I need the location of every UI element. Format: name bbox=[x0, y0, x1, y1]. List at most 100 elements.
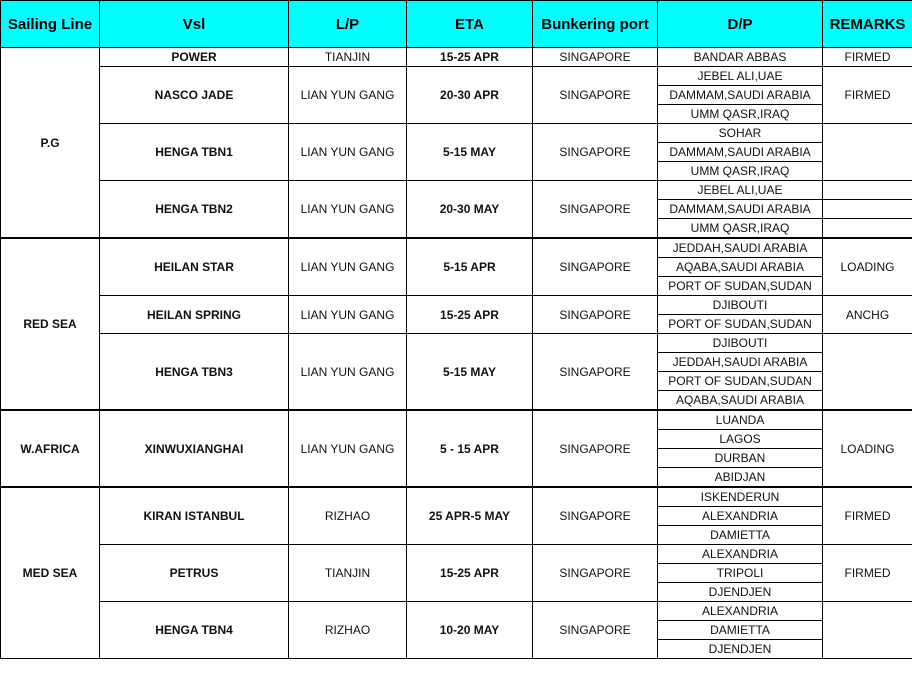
discharge-port-cell: LAGOS bbox=[657, 429, 823, 449]
discharge-port-cell: LUANDA bbox=[657, 409, 823, 430]
bunkering-port-cell: SINGAPORE bbox=[532, 180, 658, 239]
eta-cell: 10-20 MAY bbox=[406, 601, 533, 659]
discharge-port-cell: JEDDAH,SAUDI ARABIA bbox=[657, 237, 823, 258]
discharge-port-cell: JEBEL ALI,UAE bbox=[657, 66, 823, 86]
discharge-port-cell: DURBAN bbox=[657, 448, 823, 468]
discharge-port-cell: DAMMAM,SAUDI ARABIA bbox=[657, 85, 823, 105]
discharge-port-cell: JEDDAH,SAUDI ARABIA bbox=[657, 352, 823, 372]
discharge-port-cell: ABIDJAN bbox=[657, 467, 823, 488]
table-row: DAMMAM,SAUDI ARABIA bbox=[1, 142, 912, 162]
remarks-cell: LOADING bbox=[822, 237, 912, 296]
loading-port-cell: LIAN YUN GANG bbox=[288, 180, 407, 239]
table-row: HENGA TBN3 LIAN YUN GANG 5-15 MAY SINGAPORE… bbox=[1, 333, 912, 411]
header-dp: D/P bbox=[657, 0, 823, 48]
sailing-line-cell: RED SEA bbox=[0, 237, 100, 411]
discharge-port-cell: PORT OF SUDAN,SUDAN bbox=[657, 276, 823, 296]
discharge-port-cell: AQABA,SAUDI ARABIA bbox=[657, 390, 823, 411]
eta-cell: 20-30 APR bbox=[406, 66, 533, 124]
bunkering-port-cell: SINGAPORE bbox=[532, 47, 658, 67]
loading-port-cell: RIZHAO bbox=[288, 601, 407, 659]
header-bunkering-port: Bunkering port bbox=[532, 0, 658, 48]
remarks-cell: FIRMED bbox=[822, 47, 912, 67]
vessel-name-cell: XINWUXIANGHAI bbox=[99, 409, 289, 488]
discharge-port-cell: DAMMAM,SAUDI ARABIA bbox=[657, 142, 823, 162]
discharge-port-cell: PORT OF SUDAN,SUDAN bbox=[657, 371, 823, 391]
loading-port-cell: TIANJIN bbox=[288, 47, 407, 67]
sailing-line-cell: P.G bbox=[0, 47, 100, 239]
loading-port-cell: LIAN YUN GANG bbox=[288, 123, 407, 181]
table-row: RED SEA HEILAN STAR LIAN YUN GANG 5-15 APR S… bbox=[0, 237, 912, 411]
table-row: DURBAN bbox=[1, 448, 912, 468]
header-lp: L/P bbox=[288, 0, 407, 48]
bunkering-port-cell: SINGAPORE bbox=[532, 601, 658, 659]
loading-port-cell: LIAN YUN GANG bbox=[288, 237, 407, 296]
table-row: PETRUS TIANJIN 15-25 APR SINGAPORE ALEXANDRI… bbox=[1, 544, 912, 602]
loading-port-cell: LIAN YUN GANG bbox=[288, 409, 407, 488]
remarks-cell bbox=[822, 199, 912, 219]
table-row: HENGA TBN1 LIAN YUN GANG 5-15 MAY SINGAPORE… bbox=[1, 123, 912, 181]
table-row: HENGA TBN4 RIZHAO 10-20 MAY SINGAPORE ALEXAN… bbox=[1, 601, 912, 659]
vessel-name-cell: HENGA TBN3 bbox=[99, 333, 289, 411]
sailing-line-cell: MED SEA bbox=[0, 486, 100, 659]
table-row: HEILAN SPRING LIAN YUN GANG 15-25 APR SINGA… bbox=[1, 295, 912, 334]
table-row: PORT OF SUDAN,SUDAN bbox=[1, 371, 912, 391]
discharge-port-cell: DJIBOUTI bbox=[657, 333, 823, 353]
header-remarks: REMARKS bbox=[822, 0, 912, 48]
remarks-cell bbox=[822, 180, 912, 200]
discharge-port-cell: ALEXANDRIA bbox=[657, 601, 823, 621]
vessel-name-cell: PETRUS bbox=[99, 544, 289, 602]
sailing-schedule-table: Sailing Line Vsl L/P ETA Bunkering port … bbox=[0, 0, 912, 659]
bunkering-port-cell: SINGAPORE bbox=[532, 237, 658, 296]
remarks-cell bbox=[822, 123, 912, 181]
remarks-cell: ANCHG bbox=[822, 295, 912, 334]
discharge-port-cell: DJENDJEN bbox=[657, 582, 823, 602]
discharge-port-cell: DAMIETTA bbox=[657, 525, 823, 545]
eta-cell: 5-15 MAY bbox=[406, 123, 533, 181]
loading-port-cell: LIAN YUN GANG bbox=[288, 333, 407, 411]
table-row: DAMMAM,SAUDI ARABIA bbox=[1, 199, 912, 219]
remarks-cell bbox=[822, 333, 912, 411]
eta-cell: 15-25 APR bbox=[406, 47, 533, 67]
header-row: Sailing Line Vsl L/P ETA Bunkering port … bbox=[0, 0, 912, 48]
table-row: AQABA,SAUDI ARABIA bbox=[1, 257, 912, 277]
eta-cell: 15-25 APR bbox=[406, 544, 533, 602]
table-row: W.AFRICA XINWUXIANGHAI LIAN YUN GANG 5 - 15… bbox=[0, 409, 912, 488]
loading-port-cell: RIZHAO bbox=[288, 486, 407, 545]
eta-cell: 5-15 APR bbox=[406, 237, 533, 296]
sailing-line-cell: W.AFRICA bbox=[0, 409, 100, 488]
table-row: PORT OF SUDAN,SUDAN bbox=[1, 276, 912, 296]
discharge-port-cell: PORT OF SUDAN,SUDAN bbox=[657, 314, 823, 334]
vessel-name-cell: HENGA TBN1 bbox=[99, 123, 289, 181]
remarks-cell: FIRMED bbox=[822, 486, 912, 545]
loading-port-cell: LIAN YUN GANG bbox=[288, 295, 407, 334]
remarks-cell: LOADING bbox=[822, 409, 912, 488]
vessel-name-cell: HEILAN STAR bbox=[99, 237, 289, 296]
table-row: PORT OF SUDAN,SUDAN bbox=[1, 314, 912, 334]
eta-cell: 25 APR-5 MAY bbox=[406, 486, 533, 545]
header-eta: ETA bbox=[406, 0, 533, 48]
table-row: NASCO JADE LIAN YUN GANG 20-30 APR SINGAPOR… bbox=[1, 66, 912, 124]
bunkering-port-cell: SINGAPORE bbox=[532, 544, 658, 602]
bunkering-port-cell: SINGAPORE bbox=[532, 409, 658, 488]
discharge-port-cell: UMM QASR,IRAQ bbox=[657, 161, 823, 181]
eta-cell: 5 - 15 APR bbox=[406, 409, 533, 488]
discharge-port-cell: ALEXANDRIA bbox=[657, 544, 823, 564]
bunkering-port-cell: SINGAPORE bbox=[532, 295, 658, 334]
discharge-port-cell: BANDAR ABBAS bbox=[657, 47, 823, 67]
eta-cell: 20-30 MAY bbox=[406, 180, 533, 239]
table-row: UMM QASR,IRAQ bbox=[1, 161, 912, 181]
discharge-port-cell: ISKENDERUN bbox=[657, 486, 823, 507]
remarks-cell: FIRMED bbox=[822, 66, 912, 124]
discharge-port-cell: UMM QASR,IRAQ bbox=[657, 104, 823, 124]
vessel-name-cell: HENGA TBN4 bbox=[99, 601, 289, 659]
discharge-port-cell: SOHAR bbox=[657, 123, 823, 143]
table-row: DAMIETTA bbox=[1, 525, 912, 545]
table-row: DAMMAM,SAUDI ARABIA bbox=[1, 85, 912, 105]
vessel-name-cell: POWER bbox=[99, 47, 289, 67]
discharge-port-cell: TRIPOLI bbox=[657, 563, 823, 583]
vessel-name-cell: HENGA TBN2 bbox=[99, 180, 289, 239]
discharge-port-cell: DAMIETTA bbox=[657, 620, 823, 640]
table-row: LAGOS bbox=[1, 429, 912, 449]
table-body: P.G POWER TIANJIN 15-25 APR SINGAPORE BANDAR … bbox=[0, 47, 912, 659]
discharge-port-cell: JEBEL ALI,UAE bbox=[657, 180, 823, 200]
